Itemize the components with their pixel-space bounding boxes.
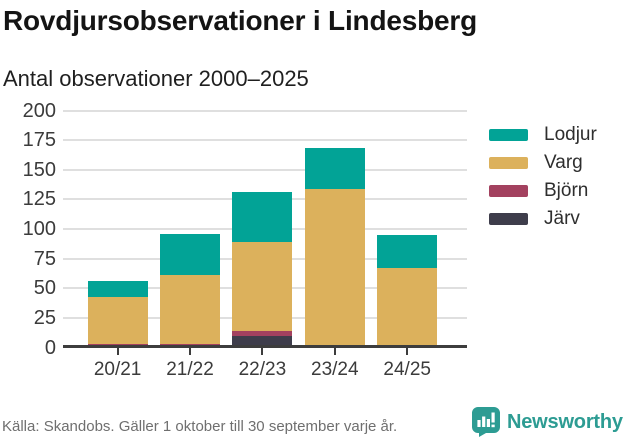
legend-label: Lodjur [544,124,597,145]
legend-swatch-varg [489,157,528,169]
x-tick [189,348,191,355]
bar-segment-varg-24-25 [377,268,438,348]
legend-item-varg: Varg [489,149,597,177]
legend-swatch-järv [489,213,528,225]
gridline-200 [63,109,467,112]
x-tick-label-22-23: 22/23 [238,359,287,380]
newsworthy-wordmark: Newsworthy [507,410,623,433]
bar-segment-varg-23-24 [304,188,365,346]
x-tick [406,348,409,355]
gridline-175 [63,139,467,142]
y-tick-label: 175 [22,129,56,152]
bar-segment-varg-21-22 [160,275,220,344]
chart-subtitle: Antal observationer 2000–2025 [3,66,309,91]
x-tick [261,348,264,355]
bar-segment-lodjur-23-24 [304,148,365,189]
y-tick-label: 125 [22,188,56,211]
legend-label: Varg [544,152,583,173]
bar-segment-varg-22-23 [232,242,293,331]
bar-segment-varg-20-21 [87,296,148,344]
x-tick-label-23-24: 23/24 [311,359,359,380]
x-tick [116,348,119,355]
y-tick-label: 75 [33,247,56,270]
y-tick-label: 50 [33,277,56,300]
gridline-150 [63,168,467,171]
bar-segment-lodjur-21-22 [160,233,220,276]
x-tick-label-21-22: 21/22 [166,359,214,380]
y-tick-label: 100 [22,218,56,240]
newsworthy-logo[interactable]: Newsworthy [472,407,623,437]
legend: Lodjur Varg Björn Järv [489,121,597,233]
x-tick-label-24-25: 24/25 [383,359,431,380]
newsworthy-icon [472,407,500,437]
bar-segment-lodjur-22-23 [232,192,293,243]
chart-title: Rovdjursobservationer i Lindesberg [3,5,477,36]
bar-segment-björn-22-23 [232,330,293,336]
y-tick-label: 150 [22,158,56,181]
y-tick-label: 200 [22,99,56,122]
source-note: Källa: Skandobs. Gäller 1 oktober till 3… [2,418,398,435]
legend-swatch-lodjur [489,129,528,141]
legend-item-järv: Järv [489,205,597,233]
legend-item-lodjur: Lodjur [489,121,597,149]
x-tick [333,348,336,355]
bar-segment-lodjur-24-25 [377,234,438,269]
legend-label: Björn [544,180,589,201]
legend-label: Järv [544,208,580,229]
legend-item-björn: Björn [489,177,597,205]
y-tick-label: 25 [33,306,56,329]
x-axis-line [63,345,467,348]
x-tick-label-20-21: 20/21 [93,359,142,380]
bar-segment-järv-22-23 [232,335,293,348]
bar-segment-lodjur-20-21 [87,281,148,297]
y-tick-label: 0 [44,336,56,359]
legend-swatch-björn [489,185,528,197]
